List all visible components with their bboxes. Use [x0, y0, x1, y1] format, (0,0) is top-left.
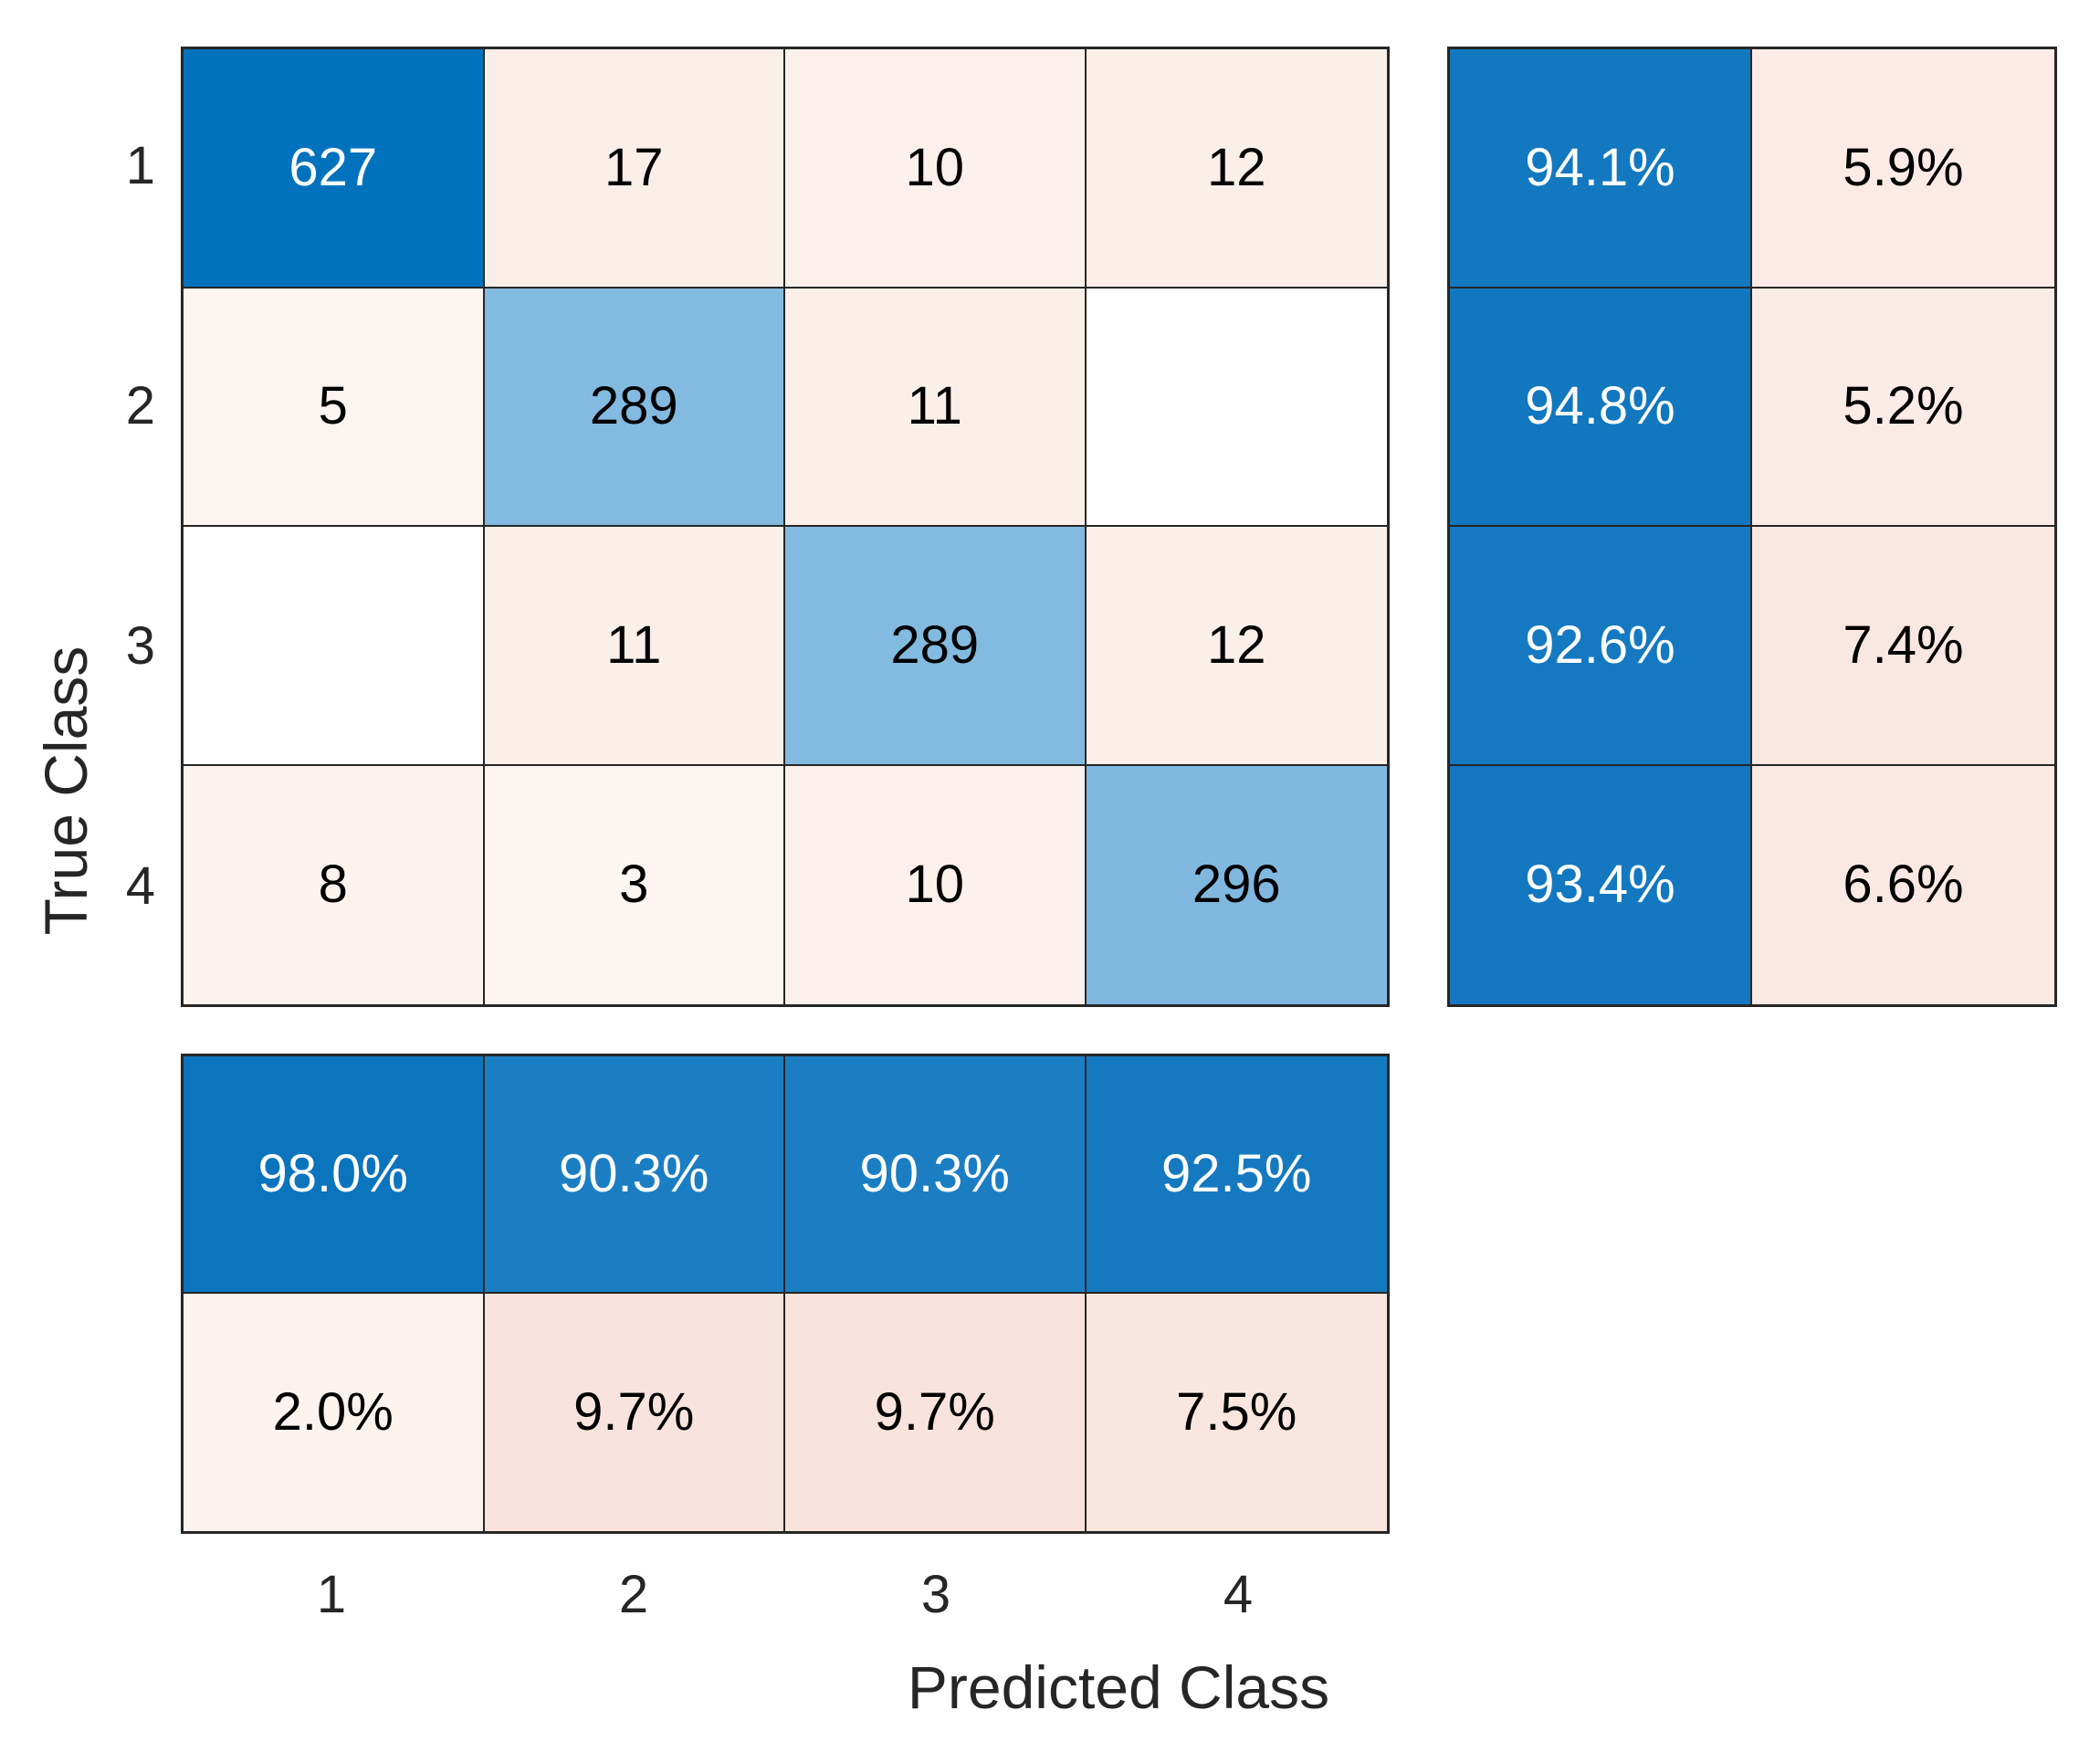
col-summary-c2-precision: 90.3%	[484, 1056, 785, 1294]
row-summary-grid: 94.1% 5.9% 94.8% 5.2% 92.6% 7.4% 93.4% 6…	[1447, 47, 2057, 1007]
col-summary-c4-fdr: 7.5%	[1086, 1294, 1387, 1531]
y-tick-1: 1	[125, 136, 155, 195]
row-summary-r4-recall: 93.4%	[1450, 765, 1752, 1004]
matrix-cell-r3c2: 11	[484, 527, 785, 766]
y-tick-2: 2	[125, 376, 155, 436]
x-tick-3: 3	[920, 1565, 951, 1624]
col-summary-c2-fdr: 9.7%	[484, 1294, 785, 1531]
matrix-cell-r4c2: 3	[484, 765, 785, 1004]
col-summary-c3-fdr: 9.7%	[785, 1294, 1087, 1531]
col-summary-c4-precision: 92.5%	[1086, 1056, 1387, 1294]
matrix-cell-r3c4: 12	[1086, 527, 1387, 766]
col-summary-c3-precision: 90.3%	[785, 1056, 1087, 1294]
matrix-cell-r2c2: 289	[484, 288, 785, 527]
matrix-cell-r2c3: 11	[785, 288, 1087, 527]
matrix-cell-r1c2: 17	[484, 49, 785, 289]
row-summary-r1-miss: 5.9%	[1752, 49, 2054, 289]
confusion-matrix-grid: 627 17 10 12 5 289 11 11 289 12 8 3 10 2…	[181, 47, 1390, 1007]
x-tick-2: 2	[618, 1565, 649, 1624]
matrix-cell-r4c4: 296	[1086, 765, 1387, 1004]
col-summary-c1-precision: 98.0%	[184, 1056, 485, 1294]
matrix-cell-r1c4: 12	[1086, 49, 1387, 289]
y-tick-4: 4	[125, 856, 155, 916]
col-summary-c1-fdr: 2.0%	[184, 1294, 485, 1531]
y-tick-3: 3	[125, 616, 155, 676]
x-tick-1: 1	[316, 1565, 347, 1624]
matrix-cell-r2c1: 5	[184, 288, 485, 527]
matrix-cell-r1c1: 627	[184, 49, 485, 289]
column-summary-grid: 98.0% 90.3% 90.3% 92.5% 2.0% 9.7% 9.7% 7…	[181, 1054, 1390, 1534]
row-summary-r1-recall: 94.1%	[1450, 49, 1752, 289]
matrix-cell-r3c1	[184, 527, 485, 766]
row-summary-r4-miss: 6.6%	[1752, 765, 2054, 1004]
matrix-cell-r3c3: 289	[785, 527, 1087, 766]
matrix-cell-r4c3: 10	[785, 765, 1087, 1004]
x-axis-label: Predicted Class	[907, 1653, 1330, 1721]
matrix-cell-r1c3: 10	[785, 49, 1087, 289]
matrix-cell-r2c4	[1086, 288, 1387, 527]
x-tick-4: 4	[1223, 1565, 1254, 1624]
row-summary-r3-recall: 92.6%	[1450, 527, 1752, 766]
row-summary-r2-miss: 5.2%	[1752, 288, 2054, 527]
matrix-cell-r4c1: 8	[184, 765, 485, 1004]
row-summary-r2-recall: 94.8%	[1450, 288, 1752, 527]
row-summary-r3-miss: 7.4%	[1752, 527, 2054, 766]
